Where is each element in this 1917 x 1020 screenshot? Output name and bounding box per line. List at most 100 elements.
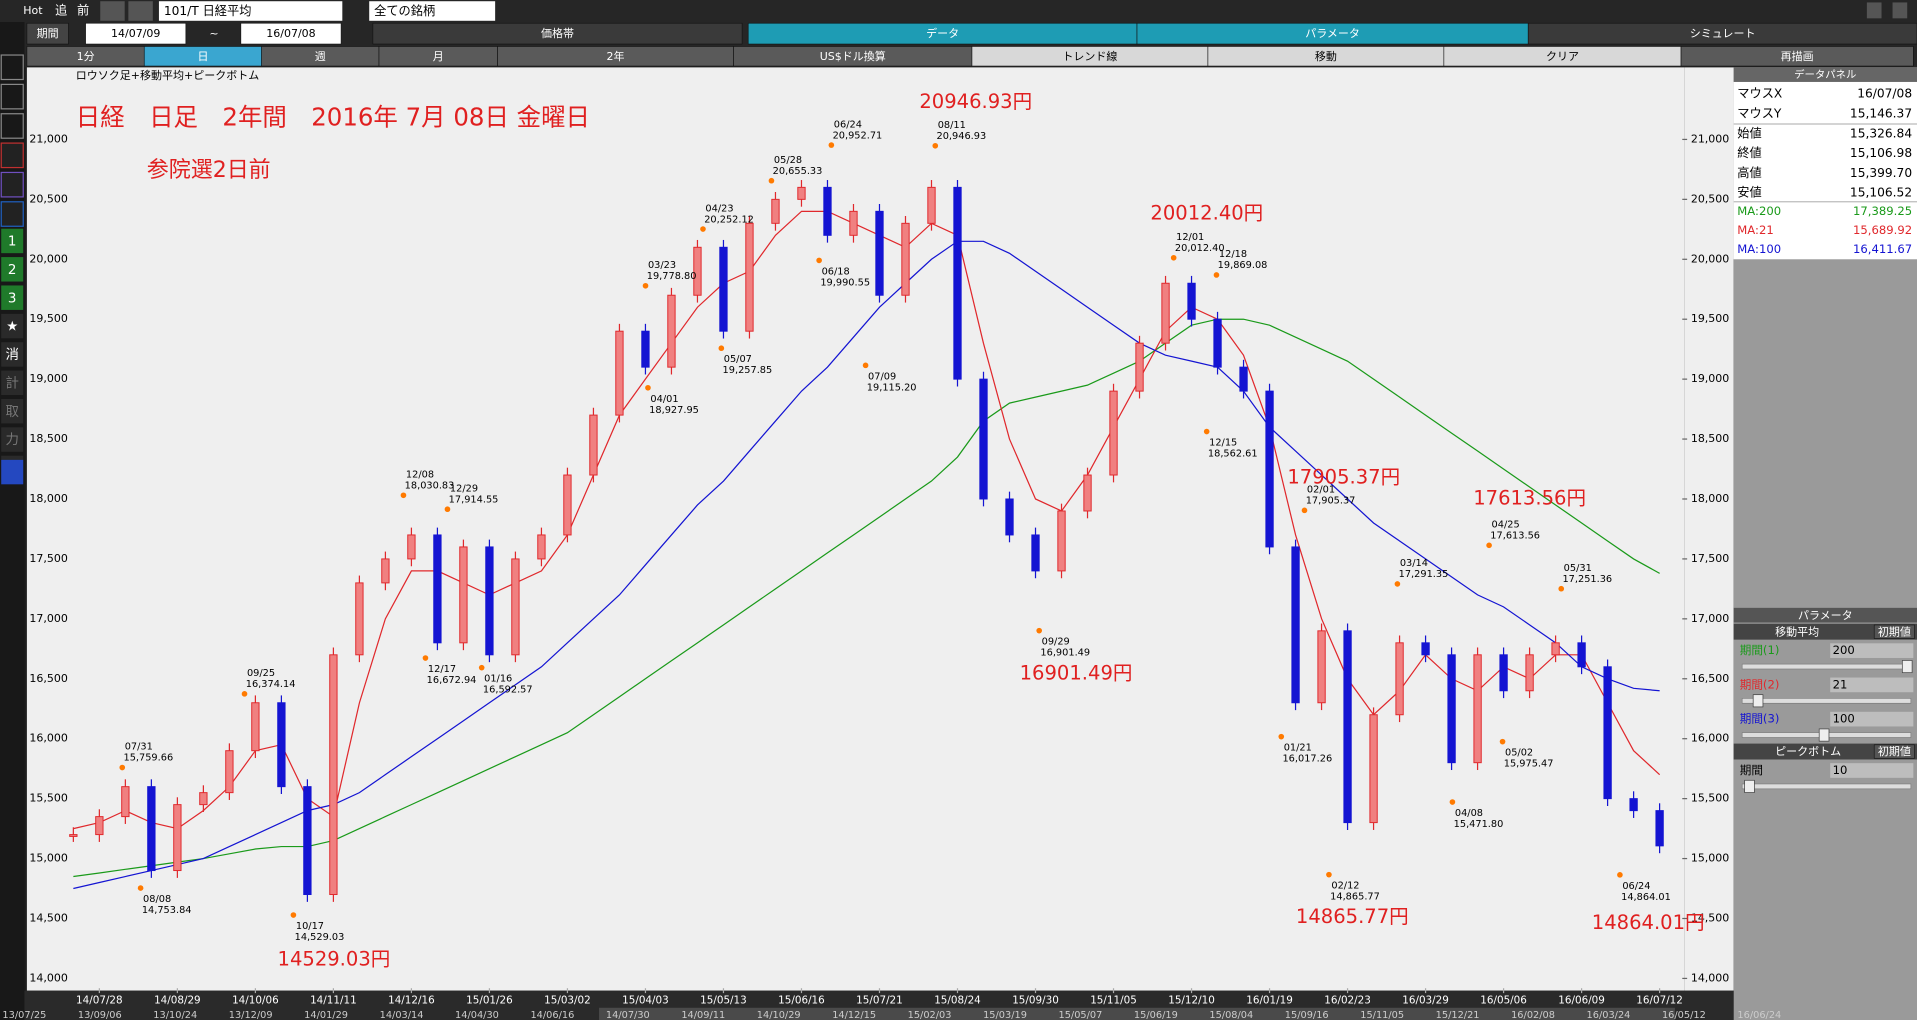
period-label-bg[interactable] <box>26 22 69 45</box>
universe-box[interactable] <box>369 1 496 21</box>
y-tick-label: 15,500 <box>1691 792 1729 805</box>
peak-value: 20,952.71 <box>833 130 883 141</box>
close-btn[interactable] <box>1866 2 1882 19</box>
symbol-box[interactable] <box>158 1 343 21</box>
toolbar-button[interactable]: 移動 <box>1315 49 1337 63</box>
slider-track[interactable] <box>1741 663 1912 670</box>
x-tick-label: 14/07/28 <box>76 994 123 1006</box>
sidebar-label[interactable]: 計 <box>6 375 19 391</box>
param-value-box[interactable] <box>1830 763 1914 778</box>
param-value[interactable]: 21 <box>1833 677 1848 691</box>
sidebar-button[interactable] <box>1 313 24 339</box>
tab-bg[interactable] <box>1527 22 1917 45</box>
reset-button-bg[interactable] <box>1873 624 1915 639</box>
prev-btn[interactable] <box>100 1 125 21</box>
tab-bg[interactable] <box>372 22 743 45</box>
sidebar-button[interactable] <box>1 342 24 367</box>
slider-thumb[interactable] <box>1901 660 1913 674</box>
sidebar-label[interactable]: 3 <box>8 291 17 306</box>
slider-track[interactable] <box>1741 783 1912 790</box>
param-value-box[interactable] <box>1830 711 1914 727</box>
reset-button[interactable]: 初期値 <box>1878 624 1911 638</box>
section-title: ピークボトム <box>1775 745 1841 758</box>
tab[interactable]: シミュレート <box>1690 27 1756 40</box>
sidebar-label[interactable]: 1 <box>8 235 17 250</box>
axis-area <box>1684 67 1734 991</box>
candle <box>1291 546 1300 704</box>
candle <box>1213 318 1222 368</box>
panel-row-value: 15,146.37 <box>1850 106 1912 120</box>
param-value[interactable]: 200 <box>1833 643 1855 657</box>
reset-button-bg[interactable] <box>1873 744 1915 759</box>
next-btn[interactable] <box>128 1 153 21</box>
peak-value: 16,017.26 <box>1282 754 1332 765</box>
peak-value: 14,529.03 <box>295 932 345 943</box>
sidebar-label[interactable]: 取 <box>6 405 19 420</box>
reset-button[interactable]: 初期値 <box>1878 744 1911 758</box>
from-date[interactable]: 14/07/09 <box>111 27 160 40</box>
sidebar-button[interactable] <box>1 285 24 310</box>
peak-date: 06/24 <box>834 119 862 130</box>
sidebar-icon[interactable] <box>0 54 24 81</box>
param-value-box[interactable] <box>1830 677 1914 693</box>
sidebar-icon[interactable] <box>0 83 24 110</box>
param-value[interactable]: 100 <box>1833 712 1855 726</box>
toolbar-button[interactable]: 日 <box>197 50 208 63</box>
slider-thumb[interactable] <box>1752 694 1764 708</box>
tab[interactable]: データ <box>926 26 959 40</box>
settings-icon[interactable] <box>1 459 24 485</box>
sidebar-icon[interactable] <box>0 201 24 227</box>
sidebar-button[interactable] <box>1 257 24 282</box>
universe[interactable]: 全ての銘柄 <box>374 3 435 18</box>
sidebar-icon[interactable] <box>0 171 24 198</box>
sidebar-label[interactable]: 2 <box>8 263 17 278</box>
y-tick-label-left: 17,500 <box>29 552 67 565</box>
sidebar-button[interactable] <box>1 228 24 254</box>
x-tick-label: 16/03/29 <box>1402 994 1449 1006</box>
symbol[interactable]: 101/T 日経平均 <box>164 4 252 18</box>
sidebar-icon[interactable] <box>0 113 24 139</box>
slider-track[interactable] <box>1741 698 1912 704</box>
toolbar-button[interactable]: US$ドル換算 <box>820 49 886 63</box>
sidebar-button[interactable] <box>1 370 24 396</box>
toolbar-button[interactable]: クリア <box>1546 50 1579 63</box>
x-tick-label: 15/09/30 <box>1012 994 1059 1006</box>
toolbar-button[interactable]: 再描画 <box>1781 49 1814 63</box>
peak-date: 12/18 <box>1219 249 1247 260</box>
peak-date: 04/01 <box>650 394 678 405</box>
sidebar-button[interactable] <box>1 427 24 452</box>
peak-date: 06/24 <box>1622 881 1650 892</box>
period-label[interactable]: 期間 <box>37 27 59 40</box>
toolbar-button[interactable]: 月 <box>433 50 444 63</box>
toolbar-button[interactable]: 2年 <box>607 49 625 63</box>
sidebar-icon[interactable] <box>0 142 24 169</box>
toolbar-button[interactable]: 週 <box>315 50 326 63</box>
peak-date: 08/11 <box>938 120 966 131</box>
y-tick-label-left: 19,000 <box>29 372 67 385</box>
to-date[interactable]: 16/07/08 <box>266 27 315 40</box>
sidebar-button[interactable] <box>1 398 24 424</box>
param-value-box[interactable] <box>1830 643 1914 658</box>
sidebar-label[interactable]: ★ <box>6 320 18 335</box>
peak-value: 14,864.01 <box>1621 892 1671 903</box>
x-tick-label: 15/05/13 <box>700 994 747 1006</box>
sidebar-label[interactable]: 力 <box>6 432 19 448</box>
toolbar-button-bg[interactable] <box>1680 46 1914 67</box>
tab[interactable]: 価格帯 <box>541 26 574 40</box>
to-date-bg[interactable] <box>240 22 342 45</box>
slider-thumb[interactable] <box>1818 728 1830 742</box>
sidebar-label[interactable]: 消 <box>6 347 19 363</box>
peak-marker <box>1486 542 1492 549</box>
candle <box>303 786 312 896</box>
candle <box>537 534 546 560</box>
toolbar-button[interactable]: 1分 <box>77 50 95 63</box>
panel-row-label: マウスY <box>1737 106 1782 120</box>
tab[interactable]: パラメータ <box>1305 27 1360 40</box>
from-date-bg[interactable] <box>85 22 187 45</box>
max-btn[interactable] <box>1892 2 1908 19</box>
mae: 前 <box>77 3 89 18</box>
toolbar-button[interactable]: トレンド線 <box>1062 49 1117 63</box>
param-value[interactable]: 10 <box>1833 763 1848 777</box>
peak-date: 05/02 <box>1505 748 1533 759</box>
slider-thumb[interactable] <box>1744 779 1755 793</box>
